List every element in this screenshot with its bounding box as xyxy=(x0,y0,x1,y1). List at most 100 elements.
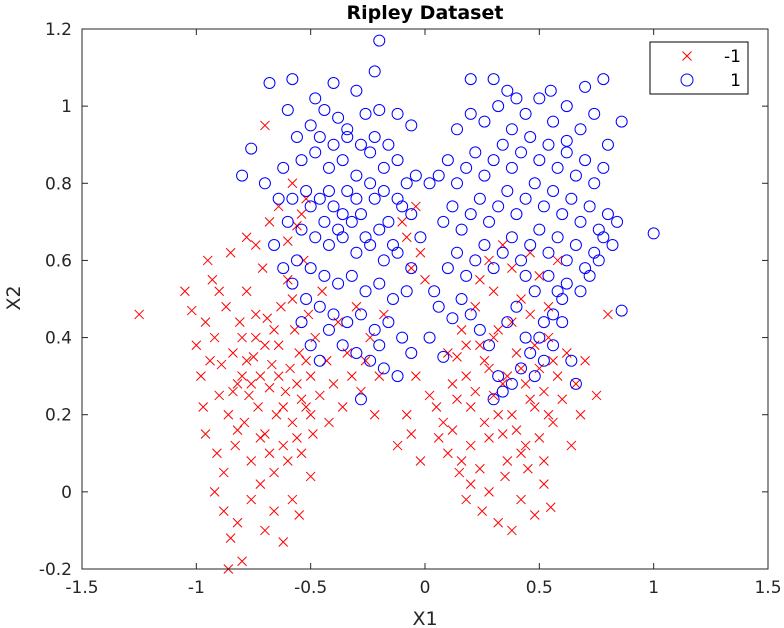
data-point-pos1 xyxy=(533,223,546,236)
data-point-neg1 xyxy=(369,409,380,420)
data-point-neg1 xyxy=(264,382,275,393)
data-point-neg1 xyxy=(493,409,504,420)
data-point-neg1 xyxy=(539,456,549,466)
data-point-pos1 xyxy=(386,293,399,305)
data-point-pos1 xyxy=(537,200,550,213)
data-point-neg1 xyxy=(475,463,485,474)
data-point-neg1 xyxy=(180,286,190,297)
data-point-pos1 xyxy=(560,100,573,113)
data-point-pos1 xyxy=(478,115,491,128)
data-point-neg1 xyxy=(539,386,549,397)
data-point-pos1 xyxy=(345,215,358,228)
data-point-neg1 xyxy=(539,479,549,489)
data-point-pos1 xyxy=(464,107,477,120)
data-point-neg1 xyxy=(529,340,540,351)
data-point-pos1 xyxy=(565,354,578,367)
data-point-pos1 xyxy=(318,104,331,116)
data-point-neg1 xyxy=(308,429,318,439)
data-point-pos1 xyxy=(286,277,299,290)
data-point-neg1 xyxy=(351,301,362,312)
data-point-pos1 xyxy=(277,161,290,174)
data-point-pos1 xyxy=(542,269,555,282)
data-point-neg1 xyxy=(484,363,494,374)
y-tick-label: 0.8 xyxy=(45,174,72,194)
data-point-neg1 xyxy=(246,456,257,466)
data-point-pos1 xyxy=(332,111,345,124)
data-point-neg1 xyxy=(580,355,590,366)
data-point-pos1 xyxy=(322,161,335,174)
legend-box xyxy=(649,41,749,95)
chart-title: Ripley Dataset xyxy=(347,2,504,24)
x-tick-label: -1 xyxy=(188,578,205,598)
data-point-neg1 xyxy=(287,494,298,505)
data-point-pos1 xyxy=(354,393,367,406)
data-point-pos1 xyxy=(304,200,317,213)
data-point-neg1 xyxy=(415,247,426,258)
data-point-pos1 xyxy=(341,316,354,329)
data-point-pos1 xyxy=(464,73,477,86)
data-point-pos1 xyxy=(437,215,450,228)
data-point-neg1 xyxy=(397,217,407,227)
data-point-neg1 xyxy=(234,317,245,327)
data-point-pos1 xyxy=(327,138,340,151)
data-point-neg1 xyxy=(305,471,316,482)
data-point-pos1 xyxy=(510,300,523,313)
data-point-neg1 xyxy=(346,371,357,381)
data-point-neg1 xyxy=(246,379,257,389)
data-point-neg1 xyxy=(255,479,266,489)
data-point-neg1 xyxy=(507,525,517,536)
data-point-pos1 xyxy=(464,308,477,321)
data-point-neg1 xyxy=(269,506,279,516)
data-point-pos1 xyxy=(496,138,509,151)
data-point-neg1 xyxy=(575,409,586,420)
data-point-pos1 xyxy=(432,300,445,313)
data-point-pos1 xyxy=(405,262,418,275)
data-point-neg1 xyxy=(207,274,218,285)
data-point-pos1 xyxy=(556,316,569,329)
data-point-neg1 xyxy=(406,263,417,273)
data-point-pos1 xyxy=(405,119,418,132)
data-point-neg1 xyxy=(214,390,225,401)
y-tick-label: 0 xyxy=(61,483,72,503)
data-point-pos1 xyxy=(290,254,303,267)
x-tick-label: -0.5 xyxy=(294,578,327,598)
data-point-neg1 xyxy=(456,456,467,466)
data-point-pos1 xyxy=(382,316,395,329)
data-point-pos1 xyxy=(496,246,509,259)
data-point-pos1 xyxy=(560,254,573,267)
y-tick-label: 1.2 xyxy=(45,20,72,40)
data-point-pos1 xyxy=(309,92,322,105)
data-point-neg1 xyxy=(452,352,462,362)
data-point-pos1 xyxy=(373,277,386,290)
x-tick-label: -1.5 xyxy=(65,578,98,598)
data-point-pos1 xyxy=(547,339,560,352)
data-point-neg1 xyxy=(262,313,273,324)
y-tick-label: 0.2 xyxy=(45,406,72,426)
data-point-neg1 xyxy=(228,348,238,358)
data-point-pos1 xyxy=(359,285,372,298)
data-point-pos1 xyxy=(286,73,299,86)
data-point-neg1 xyxy=(237,556,247,567)
data-point-neg1 xyxy=(438,417,449,428)
data-point-pos1 xyxy=(560,146,573,159)
data-point-pos1 xyxy=(464,208,477,221)
data-point-neg1 xyxy=(317,286,327,297)
data-point-neg1 xyxy=(303,309,314,320)
data-point-neg1 xyxy=(271,409,282,420)
data-point-pos1 xyxy=(547,115,560,128)
data-point-pos1 xyxy=(313,354,326,367)
data-point-neg1 xyxy=(301,402,311,412)
data-point-pos1 xyxy=(615,304,628,317)
data-point-pos1 xyxy=(528,177,541,190)
data-point-neg1 xyxy=(456,325,467,335)
data-point-neg1 xyxy=(280,386,291,397)
data-point-neg1 xyxy=(287,417,298,428)
data-point-neg1 xyxy=(282,236,293,246)
data-point-pos1 xyxy=(373,223,386,236)
data-point-neg1 xyxy=(200,429,211,439)
data-point-pos1 xyxy=(368,192,381,205)
data-point-neg1 xyxy=(392,440,403,451)
data-point-neg1 xyxy=(447,379,458,389)
axes-layer: -1.5 -1 -0.5 0 0.5 1 1.5 -0.2 0 0.2 0.4 0.6 0.8 1 1.2 xyxy=(39,20,782,598)
x-tick-label: 0 xyxy=(420,578,431,598)
